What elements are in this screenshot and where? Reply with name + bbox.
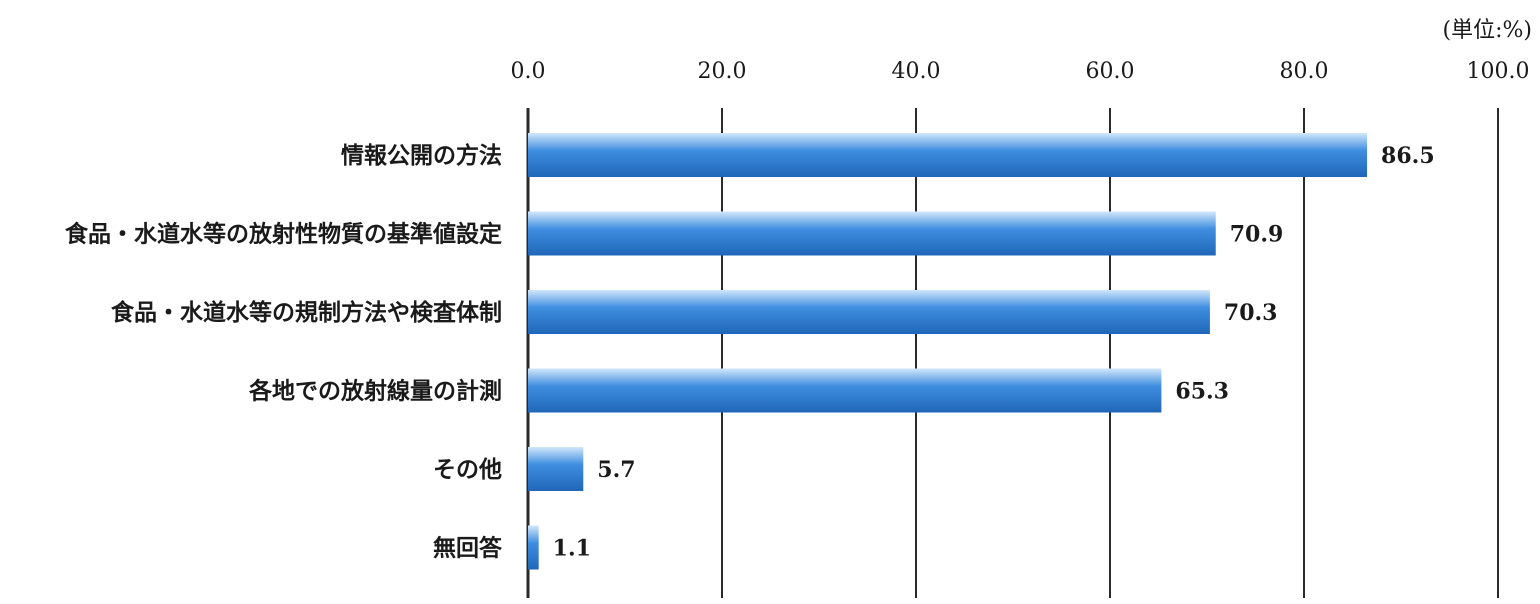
x-tick-label: 0.0: [511, 59, 546, 84]
x-tick-label: 100.0: [1467, 59, 1530, 84]
x-tick-label: 80.0: [1280, 59, 1329, 84]
grid-layer: [526, 108, 1499, 598]
bar: [528, 133, 1368, 177]
bars: [528, 133, 1368, 570]
category-label: 無回答: [433, 535, 503, 562]
x-tick-label: 60.0: [1086, 59, 1135, 84]
category-label: その他: [433, 456, 502, 483]
bar: [528, 290, 1210, 334]
category-label: 食品・水道水等の規制方法や検査体制: [111, 299, 502, 326]
value-label: 65.3: [1175, 379, 1229, 405]
category-labels: 情報公開の方法食品・水道水等の放射性物質の基準値設定食品・水道水等の規制方法や検…: [65, 142, 503, 562]
category-label: 食品・水道水等の放射性物質の基準値設定: [65, 221, 502, 248]
value-label: 5.7: [597, 457, 635, 483]
value-label: 86.5: [1381, 143, 1435, 169]
value-labels: 86.5 70.9 70.3 65.3 5.7 1.1: [553, 143, 1435, 562]
bar: [528, 211, 1216, 256]
value-label: 1.1: [553, 536, 591, 562]
category-label: 各地での放射線量の計測: [248, 378, 502, 405]
x-tick-label: 40.0: [892, 59, 941, 84]
bar: [528, 447, 584, 491]
category-label: 情報公開の方法: [341, 142, 502, 169]
x-tick-labels: 0.0 20.0 40.0 60.0 80.0 100.0: [511, 59, 1530, 84]
unit-note: (単位:%): [1442, 18, 1532, 43]
bar: [528, 525, 539, 570]
value-label: 70.9: [1230, 222, 1284, 248]
bar: [528, 368, 1162, 413]
value-label: 70.3: [1224, 300, 1278, 326]
x-tick-label: 20.0: [698, 59, 747, 84]
